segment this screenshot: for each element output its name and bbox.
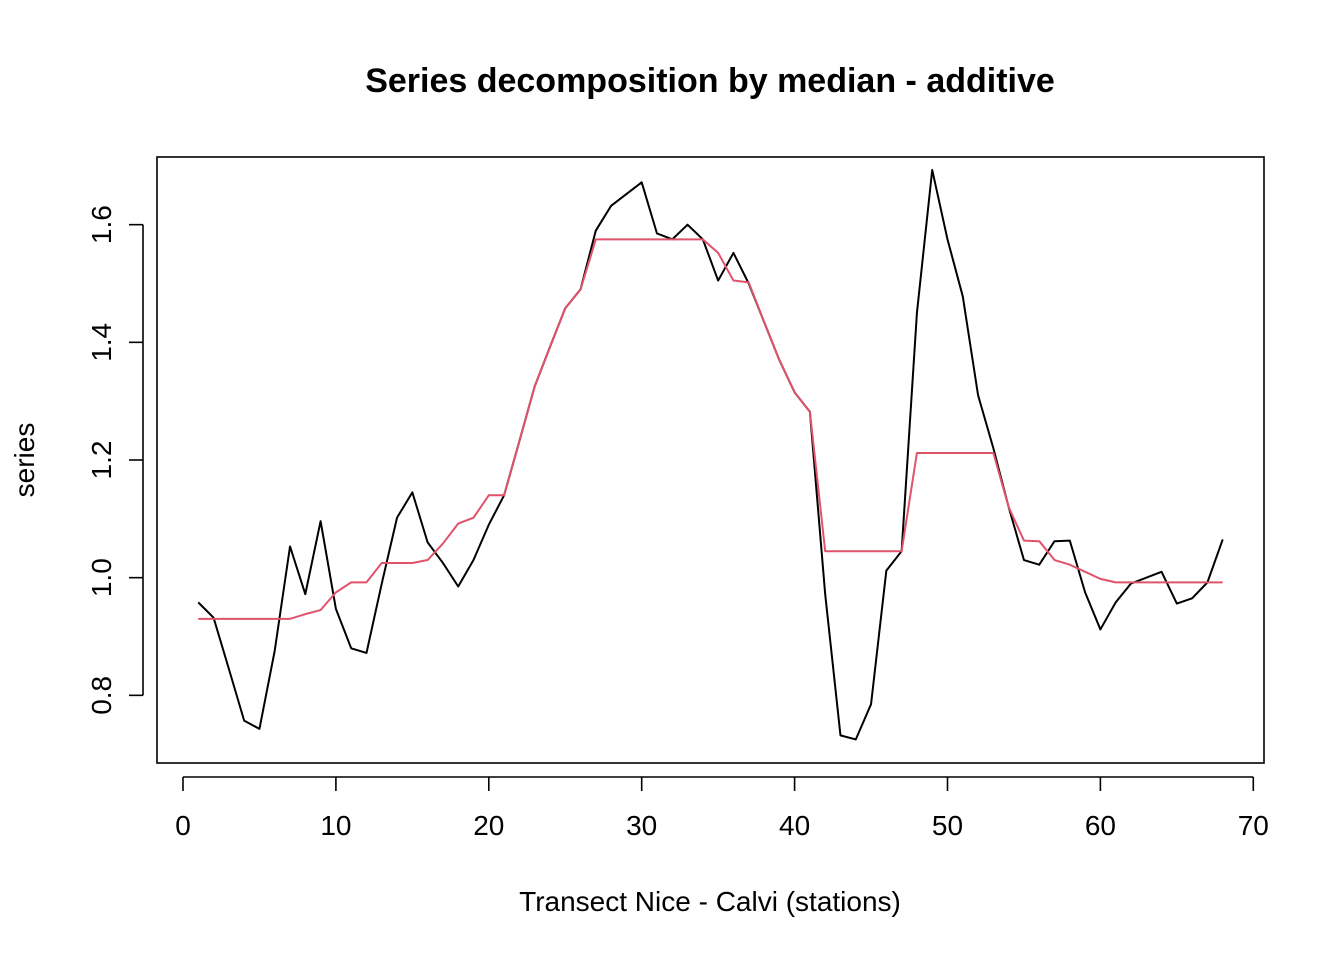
x-tick-label: 40 [779, 810, 810, 841]
x-tick-label: 70 [1238, 810, 1269, 841]
x-axis: 0 10 20 30 40 50 60 70 [175, 776, 1269, 841]
y-tick-label: 0.8 [86, 676, 117, 715]
y-tick-label: 1.6 [86, 205, 117, 244]
y-tick-label: 1.0 [86, 558, 117, 597]
x-tick-label: 60 [1085, 810, 1116, 841]
y-tick-label: 1.4 [86, 323, 117, 362]
series-line-2 [198, 238, 1223, 620]
series-group [197, 168, 1224, 741]
chart-title: Series decomposition by median - additiv… [365, 62, 1055, 100]
x-tick-label: 20 [473, 810, 504, 841]
x-tick-label: 50 [932, 810, 963, 841]
y-axis: 0.8 1.0 1.2 1.4 1.6 [86, 205, 144, 715]
x-tick-label: 30 [626, 810, 657, 841]
y-tick-label: 1.2 [86, 441, 117, 480]
x-axis-label: Transect Nice - Calvi (stations) [519, 886, 901, 917]
plot-frame [156, 156, 1265, 764]
x-tick-label: 10 [320, 810, 351, 841]
series-line-1 [197, 168, 1224, 741]
y-axis-label: series [9, 423, 40, 498]
x-tick-label: 0 [175, 810, 191, 841]
